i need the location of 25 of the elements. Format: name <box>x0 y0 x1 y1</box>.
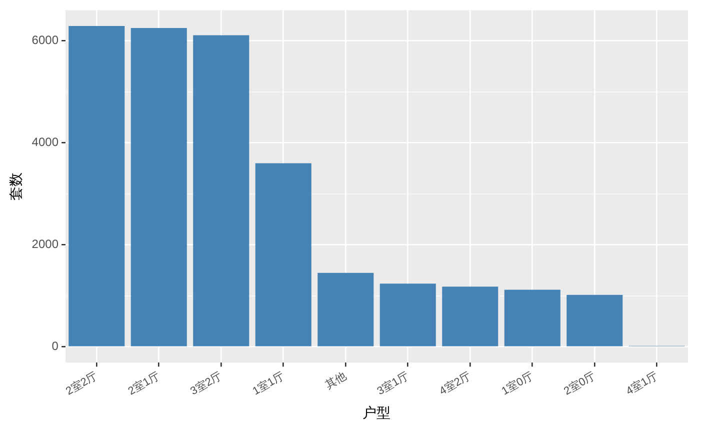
x-tick-label: 1室0厅 <box>499 369 536 398</box>
bar <box>193 35 250 346</box>
x-tick-label: 3室2厅 <box>188 369 224 398</box>
bar <box>380 284 436 346</box>
bar <box>504 290 560 346</box>
x-tick-label: 4室2厅 <box>436 369 474 398</box>
bar <box>442 286 498 346</box>
y-tick-label: 6000 <box>32 33 59 48</box>
x-tick-label: 2室2厅 <box>63 369 100 398</box>
y-tick-label: 2000 <box>32 237 59 252</box>
y-axis-title: 套数 <box>7 172 24 200</box>
bar <box>566 294 623 346</box>
x-tick-label: 1室1厅 <box>250 369 286 398</box>
x-tick-label: 2室0厅 <box>561 369 598 398</box>
bar <box>255 163 312 346</box>
y-tick-label: 4000 <box>32 135 59 150</box>
x-tick-label: 3室1厅 <box>374 369 411 398</box>
bar <box>318 272 374 346</box>
y-tick-label: 0 <box>52 339 59 354</box>
bar <box>130 28 187 346</box>
x-tick-label: 4室1厅 <box>624 369 660 398</box>
x-tick-label: 2室1厅 <box>126 369 162 398</box>
bar <box>68 26 125 346</box>
x-tick-label: 其他 <box>323 369 349 392</box>
x-axis-title: 户型 <box>362 404 391 420</box>
